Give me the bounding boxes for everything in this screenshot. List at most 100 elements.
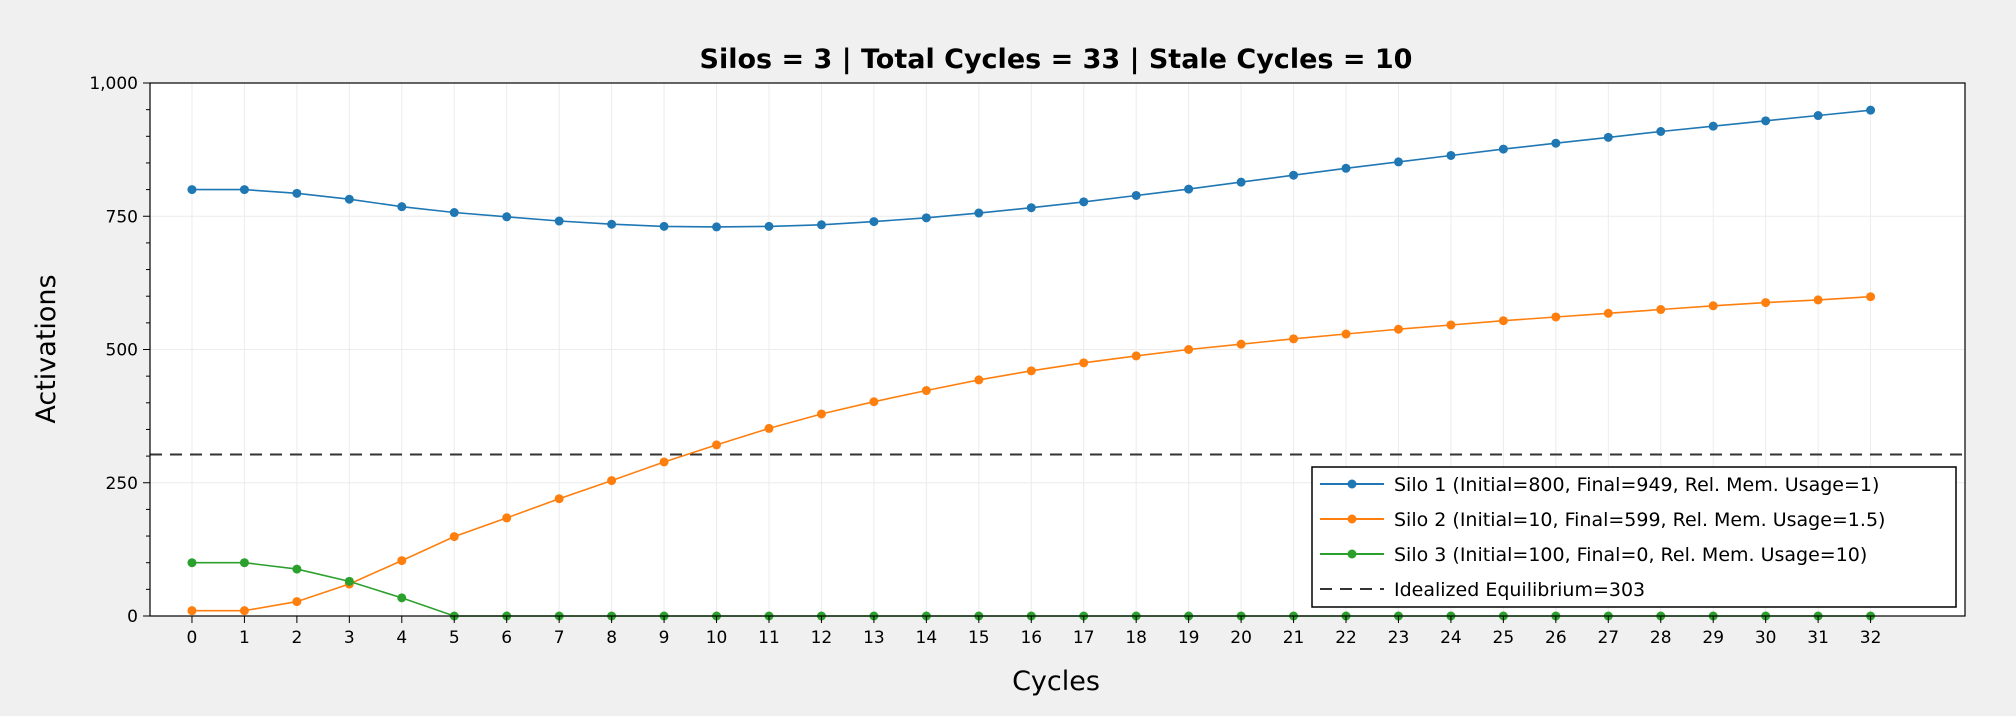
x-tick-label: 20	[1230, 628, 1252, 648]
x-tick-label: 8	[606, 628, 617, 648]
y-axis-label: Activations	[31, 274, 62, 423]
data-point-silo-2	[292, 597, 302, 607]
data-point-silo-1	[816, 220, 826, 230]
data-point-silo-2	[1079, 358, 1089, 368]
legend-marker-silo-3	[1347, 549, 1357, 559]
data-point-silo-2	[712, 440, 722, 450]
x-tick-label: 15	[968, 628, 990, 648]
data-point-silo-2	[1341, 329, 1351, 339]
data-point-silo-2	[1498, 316, 1508, 326]
x-tick-label: 11	[758, 628, 780, 648]
data-point-silo-3	[292, 564, 302, 574]
x-tick-label: 27	[1597, 628, 1619, 648]
x-tick-label: 18	[1125, 628, 1147, 648]
data-point-silo-2	[1813, 295, 1823, 305]
x-tick-label: 26	[1545, 628, 1567, 648]
data-point-silo-2	[764, 423, 774, 433]
data-point-silo-1	[607, 219, 617, 229]
data-point-silo-2	[449, 532, 459, 542]
x-tick-label: 7	[554, 628, 565, 648]
data-point-silo-2	[659, 457, 669, 467]
data-point-silo-1	[659, 221, 669, 231]
x-tick-label: 10	[706, 628, 728, 648]
x-tick-label: 5	[449, 628, 460, 648]
data-point-silo-1	[1813, 111, 1823, 121]
data-point-silo-1	[1498, 144, 1508, 154]
x-tick-label: 9	[659, 628, 670, 648]
data-point-silo-2	[1656, 305, 1666, 315]
data-point-silo-2	[1708, 301, 1718, 311]
data-point-silo-2	[1603, 308, 1613, 318]
x-tick-label: 24	[1440, 628, 1462, 648]
data-point-silo-1	[974, 208, 984, 218]
data-point-silo-1	[1289, 170, 1299, 180]
data-point-silo-1	[1866, 105, 1876, 115]
y-tick-label: 0	[127, 607, 138, 627]
data-point-silo-2	[502, 513, 512, 523]
data-point-silo-1	[554, 216, 564, 226]
legend-label-equilibrium: Idealized Equilibrium=303	[1394, 579, 1645, 601]
data-point-silo-1	[1393, 157, 1403, 167]
x-tick-label: 19	[1178, 628, 1200, 648]
chart-title: Silos = 3 | Total Cycles = 33 | Stale Cy…	[700, 44, 1413, 75]
x-tick-label: 2	[291, 628, 302, 648]
data-point-silo-3	[397, 593, 407, 603]
x-tick-label: 13	[863, 628, 885, 648]
data-point-silo-2	[1866, 292, 1876, 302]
x-tick-label: 14	[916, 628, 938, 648]
x-tick-label: 1	[239, 628, 250, 648]
x-tick-label: 12	[811, 628, 833, 648]
data-point-silo-1	[869, 217, 879, 227]
legend-marker-silo-1	[1347, 479, 1357, 489]
data-point-silo-2	[816, 409, 826, 419]
x-tick-label: 29	[1702, 628, 1724, 648]
data-point-silo-2	[869, 397, 879, 407]
data-point-silo-1	[1551, 138, 1561, 148]
data-point-silo-2	[1184, 345, 1194, 354]
data-point-silo-1	[921, 213, 931, 223]
data-point-silo-2	[397, 556, 407, 566]
x-tick-label: 6	[501, 628, 512, 648]
y-tick-label: 500	[106, 341, 138, 361]
data-point-silo-1	[397, 202, 407, 212]
x-tick-label: 28	[1650, 628, 1672, 648]
data-point-silo-1	[1708, 121, 1718, 131]
data-point-silo-2	[1289, 334, 1299, 344]
x-tick-label: 23	[1388, 628, 1410, 648]
x-tick-label: 0	[187, 628, 198, 648]
data-point-silo-1	[1236, 177, 1246, 187]
data-point-silo-1	[1603, 132, 1613, 142]
x-tick-label: 16	[1020, 628, 1042, 648]
data-point-silo-1	[1079, 197, 1089, 207]
x-tick-label: 31	[1807, 628, 1829, 648]
legend: Silo 1 (Initial=800, Final=949, Rel. Mem…	[1311, 466, 1957, 608]
data-point-silo-2	[607, 476, 617, 486]
data-point-silo-2	[1131, 351, 1141, 361]
data-point-silo-2	[921, 386, 931, 396]
y-axis: 0 250 500 750 1,000	[89, 74, 150, 627]
data-point-silo-1	[344, 194, 354, 204]
data-point-silo-2	[1551, 312, 1561, 322]
legend-label-silo-2: Silo 2 (Initial=10, Final=599, Rel. Mem.…	[1394, 509, 1885, 531]
data-point-silo-3	[239, 558, 249, 568]
x-tick-label: 17	[1073, 628, 1095, 648]
data-point-silo-1	[1026, 203, 1036, 213]
data-point-silo-1	[1131, 190, 1141, 200]
legend-box	[1311, 466, 1957, 608]
data-point-silo-1	[1184, 184, 1194, 194]
x-tick-label: 32	[1860, 628, 1882, 648]
data-point-silo-1	[1761, 116, 1771, 126]
y-tick-label: 250	[106, 474, 138, 494]
y-tick-label: 750	[106, 207, 138, 227]
data-point-silo-1	[502, 212, 512, 222]
legend-marker-silo-2	[1347, 514, 1357, 524]
data-point-silo-2	[239, 606, 249, 616]
legend-label-silo-3: Silo 3 (Initial=100, Final=0, Rel. Mem. …	[1394, 544, 1867, 566]
data-point-silo-1	[187, 185, 197, 195]
legend-label-silo-1: Silo 1 (Initial=800, Final=949, Rel. Mem…	[1394, 474, 1879, 496]
data-point-silo-2	[974, 375, 984, 385]
data-point-silo-1	[292, 188, 302, 198]
data-point-silo-3	[187, 558, 197, 568]
data-point-silo-1	[449, 208, 459, 218]
